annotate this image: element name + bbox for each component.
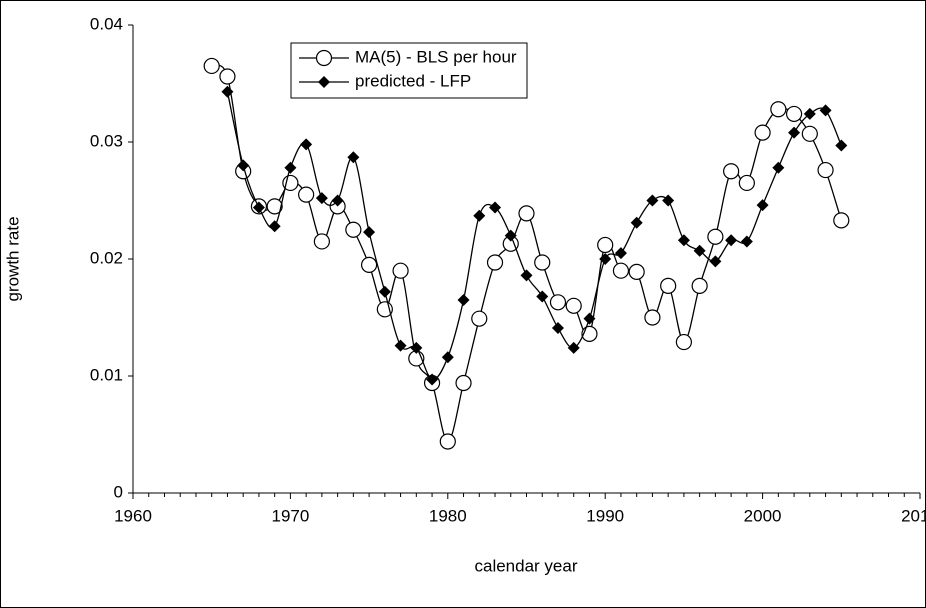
circle-marker [486,254,504,271]
legend-box [290,42,528,99]
circle-marker [817,161,834,179]
legend-marker [315,49,333,67]
circle-marker [597,236,614,254]
diamond-marker [284,161,297,174]
diamond-marker [819,104,832,117]
circle-marker [644,309,661,326]
x-tick-label: 2010 [901,506,926,525]
x-tick-label: 1970 [271,506,309,525]
diamond-marker [520,269,533,282]
diamond-marker [268,220,281,233]
diamond-marker [426,373,439,386]
circle-marker [675,333,693,351]
diamond-marker [441,351,454,364]
diamond-marker [252,201,265,214]
diamond-marker [347,151,360,164]
diamond-marker [536,290,549,303]
diamond-marker [788,126,801,139]
y-tick-label: 0.02 [90,248,123,267]
circle-marker [738,174,755,192]
diamond-marker [709,255,722,268]
circle-marker [219,68,236,85]
circle-marker [266,198,283,215]
y-tick-label: 0 [114,482,123,501]
diamond-marker [221,85,234,98]
y-tick-label: 0.03 [90,131,123,150]
circle-marker [534,254,551,271]
y-tick-label: 0.01 [90,365,123,384]
circle-marker [754,124,771,141]
diamond-marker [363,226,376,239]
x-tick-label: 2000 [744,506,782,525]
legend-label: MA(5) - BLS per hour [355,47,517,66]
legend-marker [318,76,330,88]
series-line [226,91,842,381]
diamond-marker [835,139,848,152]
circle-marker [471,310,488,327]
circle-marker [549,294,567,311]
diamond-marker [300,138,313,151]
circle-marker [313,233,330,250]
x-axis-label: calendar year [474,556,577,575]
diamond-marker [630,216,643,229]
x-tick-label: 1990 [586,506,624,525]
diamond-marker [646,194,659,207]
y-tick-label: 0.04 [90,14,123,33]
circle-marker [801,125,818,142]
circle-marker [439,433,456,450]
diamond-marker [394,339,407,352]
diamond-marker [504,229,517,242]
circle-marker [660,277,677,295]
y-axis-label: growth rate [3,216,22,301]
circle-marker [455,374,472,392]
diamond-marker [677,234,690,247]
circle-marker [518,205,535,222]
x-tick-label: 1980 [429,506,467,525]
circle-marker [298,186,315,203]
circle-marker [833,212,850,229]
diamond-marker [315,192,328,205]
diamond-marker [583,312,596,325]
diamond-marker [756,199,769,212]
diamond-marker [662,194,675,207]
diamond-marker [410,341,423,354]
x-tick-label: 1960 [114,506,152,525]
diamond-marker [473,209,486,222]
circle-marker [707,228,724,245]
diamond-marker [614,247,627,260]
circle-marker [361,256,378,273]
diamond-marker [772,161,785,174]
diamond-marker [551,322,564,335]
diamond-marker [725,234,738,247]
circle-marker [770,101,787,118]
diamond-marker [693,244,706,257]
diamond-marker [567,341,580,354]
circle-marker [345,221,362,238]
circle-marker [628,263,645,280]
circle-marker [203,57,220,75]
diamond-marker [237,159,250,172]
circle-marker [392,262,409,279]
legend: MA(5) - BLS per hour predicted - LFP [290,42,528,99]
diamond-marker [489,201,502,214]
circle-marker [581,325,598,342]
circle-marker [723,163,740,180]
circle-marker [565,297,582,314]
circle-marker [691,277,708,295]
circle-marker [612,262,630,279]
diamond-marker [378,285,391,298]
diamond-marker [331,194,344,207]
diamond-marker [457,293,470,306]
diamond-marker [740,235,753,248]
diamond-marker [599,253,612,265]
legend-label: predicted - LFP [355,71,471,90]
diamond-marker [803,107,816,120]
circle-marker [785,105,803,123]
